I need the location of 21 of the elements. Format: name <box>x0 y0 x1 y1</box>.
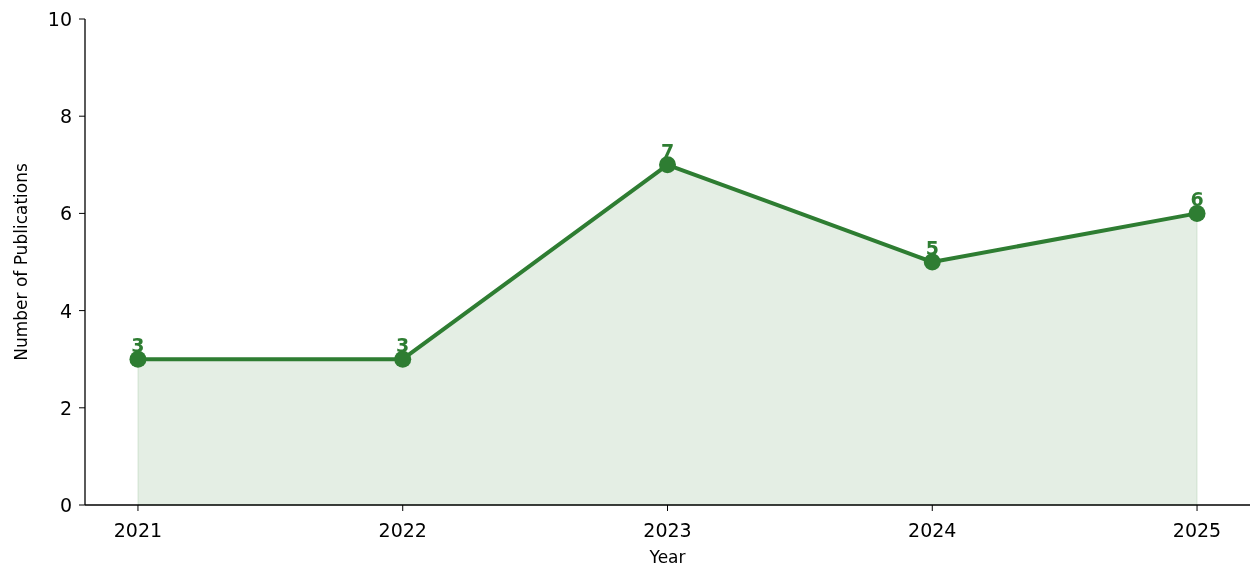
point <box>659 156 676 174</box>
x-tick-label: 2023 <box>643 519 692 541</box>
y-tick-label: 2 <box>59 396 72 419</box>
y-tick-label: 4 <box>59 299 72 322</box>
point <box>1188 204 1206 222</box>
x-tick-label: 2022 <box>378 519 427 541</box>
y-tick-label: 8 <box>59 105 72 128</box>
point <box>394 350 412 368</box>
data-label: 3 <box>396 334 410 357</box>
x-axis-title: Year <box>648 547 686 567</box>
y-tick-label: 0 <box>59 494 72 516</box>
point <box>129 350 147 368</box>
y-axis-title: Number of Publications <box>11 163 31 361</box>
point <box>923 253 941 271</box>
y-tick-label: 10 <box>47 8 72 30</box>
x-tick-label: 2025 <box>1172 519 1222 541</box>
data-label: 3 <box>131 334 145 357</box>
data-label: 6 <box>1190 188 1204 211</box>
x-tick-label: 2021 <box>113 519 163 541</box>
y-tick-label: 6 <box>59 202 72 225</box>
x-tick-label: 2024 <box>908 519 957 541</box>
